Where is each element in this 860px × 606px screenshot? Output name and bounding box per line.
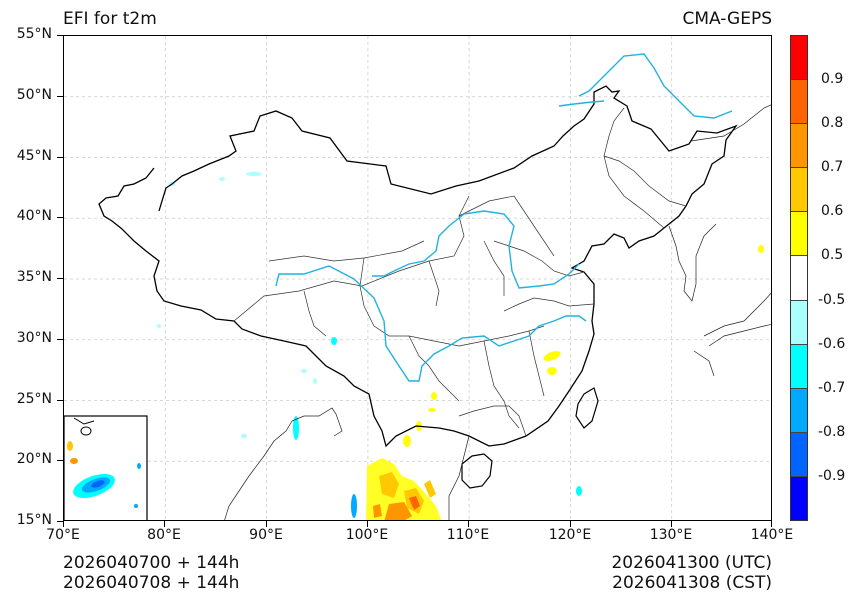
xtick-mark — [164, 521, 166, 527]
valid-time-utc: 2026041300 (UTC) — [611, 553, 772, 573]
colorbar-band — [791, 212, 807, 257]
island-hainan — [461, 453, 493, 489]
xtick-label-120e: 120°E — [548, 527, 592, 543]
efi-positive-areas — [366, 245, 764, 520]
ytick-mark — [57, 278, 63, 280]
xtick-mark — [570, 521, 572, 527]
map-plot-area — [63, 35, 772, 521]
ytick-label-25n: 25°N — [16, 391, 52, 407]
colorbar-band — [791, 36, 807, 81]
ytick-label-20n: 20°N — [16, 451, 52, 467]
colorbar-label: 0.9 — [821, 71, 844, 87]
colorbar-band — [791, 344, 807, 389]
ytick-mark — [57, 460, 63, 462]
colorbar-band — [791, 168, 807, 213]
ytick-label-40n: 40°N — [16, 208, 52, 224]
map-svg — [64, 36, 771, 520]
rivers — [275, 53, 733, 382]
ytick-mark — [57, 157, 63, 159]
inset-south-china-sea — [64, 415, 148, 520]
ytick-mark — [57, 521, 63, 523]
ytick-mark — [57, 339, 63, 341]
model-name: CMA-GEPS — [682, 9, 772, 29]
xtick-mark — [266, 521, 268, 527]
xtick-mark — [367, 521, 369, 527]
colorbar-band — [791, 388, 807, 433]
colorbar — [790, 35, 808, 521]
xtick-label-90e: 90°E — [249, 527, 283, 543]
ytick-label-15n: 15°N — [16, 512, 52, 528]
xtick-mark — [671, 521, 673, 527]
colorbar-label: -0.8 — [818, 424, 846, 440]
xtick-mark — [468, 521, 470, 527]
colorbar-label: -0.9 — [818, 468, 846, 484]
country-border-china — [98, 85, 738, 448]
xtick-label-130e: 130°E — [649, 527, 693, 543]
colorbar-label: 0.5 — [821, 247, 844, 263]
colorbar-label: 0.6 — [821, 203, 844, 219]
colorbar-label: 0.8 — [821, 115, 844, 131]
ytick-mark — [57, 96, 63, 98]
efi-negative-areas — [157, 172, 582, 518]
colorbar-label: -0.6 — [818, 336, 846, 352]
xtick-mark — [63, 521, 65, 527]
colorbar-band — [791, 80, 807, 125]
xtick-label-100e: 100°E — [345, 527, 389, 543]
ytick-mark — [57, 217, 63, 219]
valid-time-cst: 2026041308 (CST) — [612, 573, 772, 593]
ytick-label-50n: 50°N — [16, 87, 52, 103]
ytick-label-30n: 30°N — [16, 330, 52, 346]
island-taiwan — [575, 387, 599, 429]
colorbar-label: 0.7 — [821, 159, 844, 175]
ytick-label-55n: 55°N — [16, 26, 52, 42]
colorbar-band — [791, 432, 807, 477]
ytick-mark — [57, 35, 63, 37]
colorbar-label: -0.7 — [818, 380, 846, 396]
ytick-label-35n: 35°N — [16, 269, 52, 285]
xtick-label-80e: 80°E — [147, 527, 181, 543]
neighbor-borders — [224, 104, 771, 520]
colorbar-band — [791, 476, 807, 521]
ytick-mark — [57, 400, 63, 402]
colorbar-band — [791, 300, 807, 345]
ytick-label-45n: 45°N — [16, 148, 52, 164]
colorbar-band — [791, 256, 807, 301]
init-time-block: 2026040700 + 144h 2026040708 + 144h — [63, 553, 239, 593]
valid-time-block: 2026041300 (UTC) 2026041308 (CST) — [611, 553, 772, 593]
colorbar-band — [791, 124, 807, 169]
init-time-utc: 2026040700 + 144h — [63, 553, 240, 573]
init-time-cst: 2026040708 + 144h — [63, 573, 240, 593]
gridlines — [64, 36, 771, 520]
chart-title: EFI for t2m — [63, 9, 157, 29]
xtick-mark — [771, 521, 773, 527]
xtick-label-70e: 70°E — [46, 527, 80, 543]
colorbar-label: -0.5 — [818, 292, 846, 308]
xtick-label-110e: 110°E — [446, 527, 490, 543]
xtick-label-140e: 140°E — [750, 527, 794, 543]
